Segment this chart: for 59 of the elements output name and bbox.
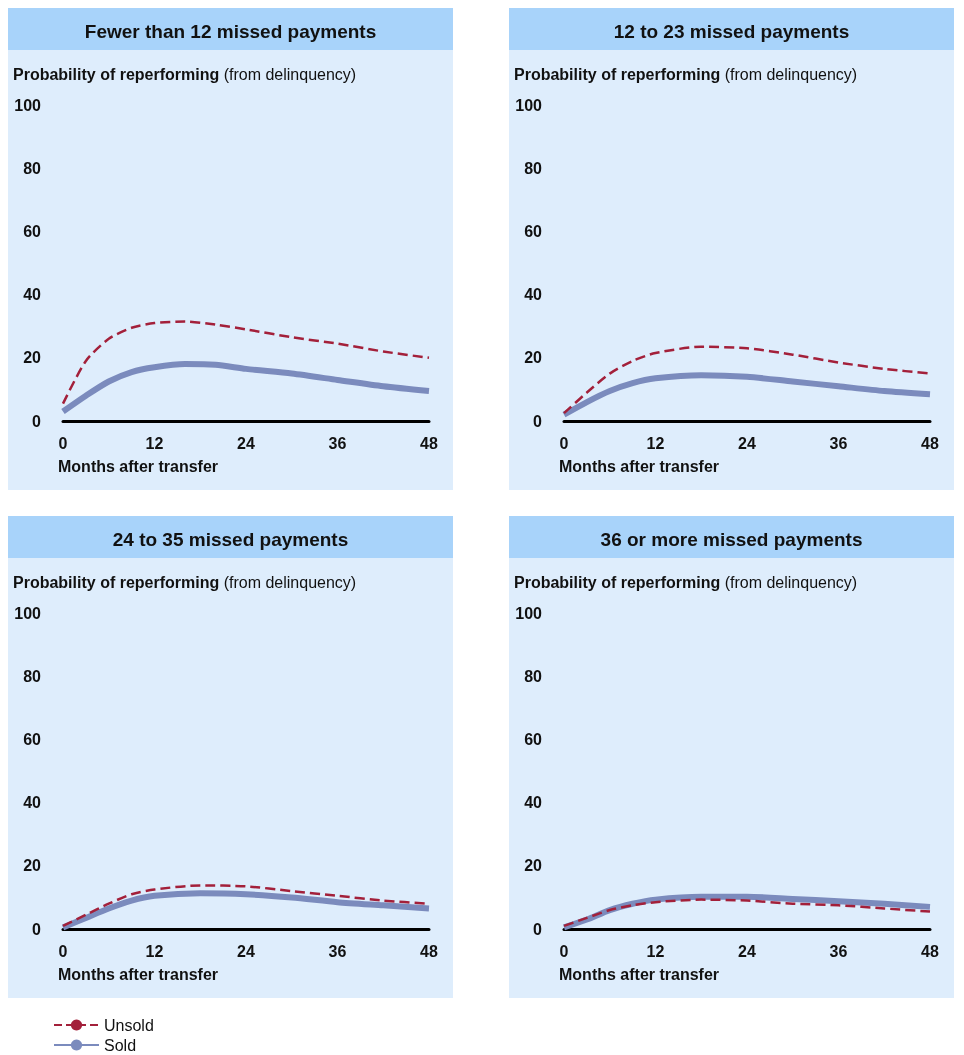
line-series [61, 320, 431, 405]
legend-label: Unsold [104, 1016, 154, 1034]
y-tick-label: 20 [524, 857, 543, 875]
x-tick-label: 12 [646, 942, 665, 960]
chart-title: 24 to 35 missed payments [112, 529, 349, 550]
y-tick-label: 0 [533, 920, 543, 938]
x-tick-label: 0 [58, 434, 68, 452]
y-tick-label: 60 [23, 222, 42, 240]
x-tick-label: 36 [328, 434, 347, 452]
y-tick-label: 100 [14, 604, 42, 622]
y-tick-label: 40 [23, 794, 42, 812]
chart-title: 12 to 23 missed payments [613, 21, 850, 42]
y-tick-label: 0 [32, 920, 42, 938]
x-axis-title: Months after transfer [58, 457, 219, 475]
chart-title: 36 or more missed payments [600, 529, 863, 550]
legend-label: Sold [104, 1036, 137, 1054]
y-tick-label: 80 [23, 159, 42, 177]
y-tick-label: 80 [524, 667, 543, 685]
x-tick-label: 12 [145, 942, 164, 960]
x-tick-label: 24 [738, 434, 756, 452]
x-tick-label: 36 [328, 942, 347, 960]
x-tick-label: 36 [829, 942, 848, 960]
y-tick-label: 100 [515, 96, 543, 114]
x-tick-label: 48 [420, 434, 438, 452]
y-axis-title: Probability of reperforming (from delinquency) [13, 65, 357, 83]
x-tick-label: 48 [921, 434, 939, 452]
y-tick-label: 0 [32, 412, 42, 430]
y-tick-label: 80 [524, 159, 543, 177]
y-axis-title: Probability of reperforming (from delinquency) [514, 65, 858, 83]
y-axis-title: Probability of reperforming (from delinquency) [13, 573, 357, 591]
x-axis-title: Months after transfer [559, 457, 720, 475]
y-tick-label: 100 [14, 96, 42, 114]
x-tick-label: 0 [58, 942, 68, 960]
y-tick-label: 20 [524, 349, 543, 367]
y-tick-label: 100 [515, 604, 543, 622]
x-tick-label: 12 [145, 434, 164, 452]
y-tick-label: 60 [524, 730, 543, 748]
x-tick-label: 36 [829, 434, 848, 452]
y-tick-label: 20 [23, 857, 42, 875]
y-tick-label: 60 [524, 222, 543, 240]
y-tick-label: 20 [23, 349, 42, 367]
chart-title: Fewer than 12 missed payments [84, 21, 377, 42]
x-tick-label: 48 [921, 942, 939, 960]
x-tick-label: 48 [420, 942, 438, 960]
x-tick-label: 24 [237, 942, 255, 960]
y-tick-label: 60 [23, 730, 42, 748]
x-axis-title: Months after transfer [58, 965, 219, 983]
x-tick-label: 12 [646, 434, 665, 452]
x-axis-title: Months after transfer [559, 965, 720, 983]
x-tick-label: 0 [559, 434, 569, 452]
y-tick-label: 40 [524, 286, 543, 304]
x-tick-label: 24 [738, 942, 756, 960]
y-tick-label: 0 [533, 412, 543, 430]
x-tick-label: 0 [559, 942, 569, 960]
y-tick-label: 80 [23, 667, 42, 685]
x-tick-label: 24 [237, 434, 255, 452]
y-axis-title: Probability of reperforming (from delinquency) [514, 573, 858, 591]
y-tick-label: 40 [524, 794, 543, 812]
y-tick-label: 40 [23, 286, 42, 304]
